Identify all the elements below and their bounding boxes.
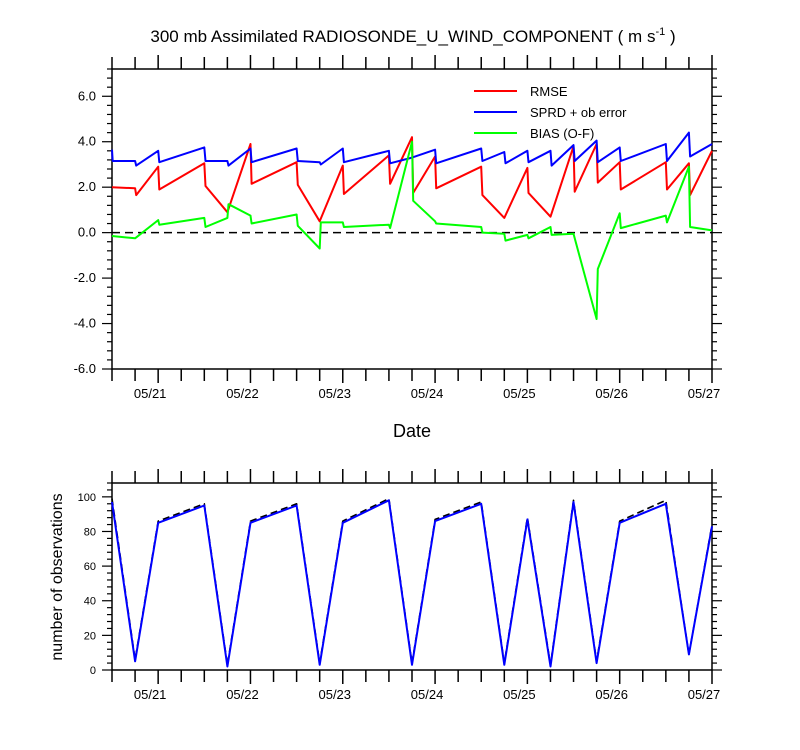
x-tick-label: 05/26 <box>595 687 628 702</box>
x-tick-label: 05/25 <box>503 687 536 702</box>
x-tick-label: 05/27 <box>688 687 721 702</box>
y-axis-label-observations: number of observations <box>49 493 66 660</box>
y-tick-label: 60 <box>84 561 96 573</box>
series-line-observations-dashed- <box>111 497 713 666</box>
bottom-plot-frame <box>111 482 713 671</box>
y-tick-label: 20 <box>84 630 96 642</box>
series-line-rmse <box>111 136 713 223</box>
top-ticks <box>102 55 722 383</box>
title-suffix: ) <box>665 27 675 46</box>
bottom-ticks <box>102 469 722 684</box>
y-tick-label: 2.0 <box>78 179 96 194</box>
series-line-bias-o-f- <box>111 140 713 320</box>
x-tick-label: 05/25 <box>503 386 536 401</box>
x-tick-label: 05/22 <box>226 687 259 702</box>
x-tick-label: 05/24 <box>411 386 444 401</box>
legend: RMSE SPRD + ob error BIAS (O-F) <box>474 84 627 141</box>
x-tick-label: 05/27 <box>688 386 721 401</box>
title-main: 300 mb Assimilated RADIOSONDE_U_WIND_COM… <box>150 27 655 46</box>
y-tick-label: 100 <box>78 492 96 504</box>
top-x-tick-labels: 05/21 05/22 05/23 05/24 05/25 05/26 05/27 <box>134 386 720 401</box>
y-tick-label: -2.0 <box>74 270 96 285</box>
x-tick-label: 05/23 <box>318 386 351 401</box>
y-tick-label: 40 <box>84 596 96 608</box>
x-tick-label: 05/24 <box>411 687 444 702</box>
y-tick-label: 6.0 <box>78 88 96 103</box>
legend-label: RMSE <box>530 84 568 99</box>
title-superscript: -1 <box>655 26 665 38</box>
top-y-tick-labels: -6.0 -4.0 -2.0 0.0 2.0 4.0 6.0 <box>74 88 96 376</box>
x-tick-label: 05/23 <box>318 687 351 702</box>
y-tick-label: 0 <box>90 665 96 677</box>
y-tick-label: 80 <box>84 526 96 538</box>
x-tick-label: 05/22 <box>226 386 259 401</box>
y-tick-label: 4.0 <box>78 134 96 149</box>
bottom-y-tick-labels: 0 20 40 60 80 100 <box>78 492 96 677</box>
top-series <box>111 131 713 320</box>
legend-label: BIAS (O-F) <box>530 126 594 141</box>
x-axis-label: Date <box>393 421 431 441</box>
y-tick-label: 0.0 <box>78 225 96 240</box>
series-line-observations <box>111 499 713 668</box>
chart-title: 300 mb Assimilated RADIOSONDE_U_WIND_COM… <box>150 26 675 46</box>
x-tick-label: 05/21 <box>134 687 167 702</box>
series-line-sprd-ob-error <box>111 131 713 167</box>
y-tick-label: -6.0 <box>74 361 96 376</box>
bottom-x-tick-labels: 05/21 05/22 05/23 05/24 05/25 05/26 05/27 <box>134 687 720 702</box>
x-tick-label: 05/21 <box>134 386 167 401</box>
bottom-series <box>111 497 713 668</box>
legend-label: SPRD + ob error <box>530 105 627 120</box>
x-tick-label: 05/26 <box>595 386 628 401</box>
y-tick-label: -4.0 <box>74 316 96 331</box>
